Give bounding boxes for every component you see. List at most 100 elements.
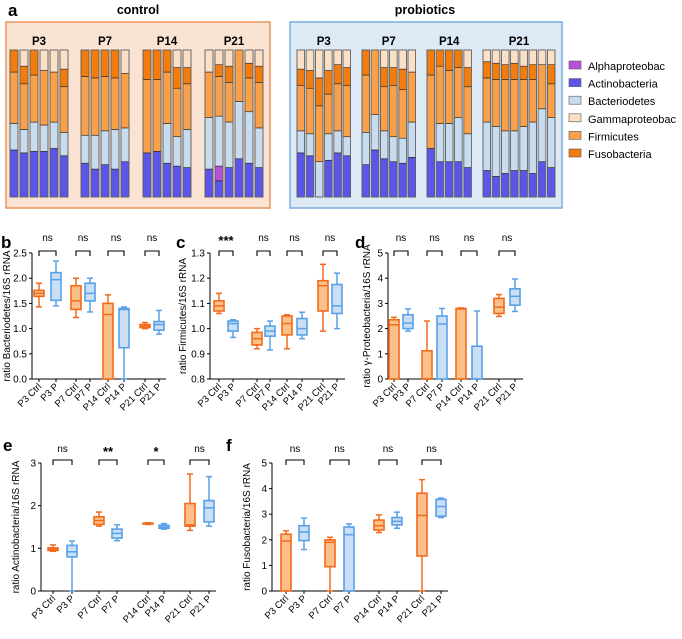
bar-segment-fusobacteria xyxy=(80,49,90,77)
significance-bracket xyxy=(147,459,165,465)
box-p14-p xyxy=(296,311,308,340)
bar-segment-fusobacteria xyxy=(305,70,315,89)
significance-bracket xyxy=(322,250,338,256)
bar-segment-gammaproteobac xyxy=(398,49,407,70)
stacked-bar xyxy=(435,49,445,198)
bar-segment-firmicutes xyxy=(39,70,49,126)
bar-segment-bacteriodetes xyxy=(389,136,398,163)
bar-segment-bacteriodetes xyxy=(100,130,110,165)
bar-segment-firmicutes xyxy=(244,77,254,113)
legend-label: Gammaproteobac xyxy=(588,114,677,126)
box-p21-ctrl xyxy=(493,293,505,318)
significance-bracket xyxy=(421,459,442,465)
bar-segment-actinobacteria xyxy=(296,152,305,198)
bar-segment-actinobacteria xyxy=(510,170,519,198)
panel-letter-d: d xyxy=(355,233,365,252)
bar-segment-gammaproteobac xyxy=(389,49,398,68)
group-label: P21 xyxy=(509,36,530,48)
significance-label: ** xyxy=(103,444,114,459)
bar-segment-gammaproteobac xyxy=(547,49,556,65)
bar-segment-bacteriodetes xyxy=(370,114,380,151)
box-p7-ctrl xyxy=(93,511,105,527)
stacked-bar xyxy=(389,49,398,198)
stacked-bar xyxy=(426,49,435,198)
stacked-bar xyxy=(214,49,224,198)
panel-letter-f: f xyxy=(226,436,232,455)
bar-segment-fusobacteria xyxy=(182,67,192,85)
bar-segment-actinobacteria xyxy=(537,161,547,198)
bar-segment-firmicutes xyxy=(110,77,120,130)
stacked-bar xyxy=(80,49,90,198)
box-iqr xyxy=(184,502,196,527)
bar-segment-bacteriodetes xyxy=(305,133,315,157)
bar-segment-firmicutes xyxy=(80,76,90,136)
bar-segment-bacteriodetes xyxy=(463,133,472,168)
significance-label: *** xyxy=(218,233,234,248)
y-tick-label: 3 xyxy=(30,459,36,470)
significance-bracket xyxy=(144,250,160,256)
box-iqr xyxy=(118,307,130,349)
bar-segment-gammaproteobac xyxy=(501,49,510,65)
significance-bracket xyxy=(378,459,398,465)
significance-label: ns xyxy=(334,444,345,455)
panel-letter-e: e xyxy=(3,436,12,455)
bar-segment-bacteriodetes xyxy=(172,136,182,167)
significance-bracket xyxy=(52,459,73,465)
stacked-bar xyxy=(342,49,351,198)
significance-bracket xyxy=(189,459,210,465)
bar-segment-fusobacteria xyxy=(528,64,537,80)
box-p7-ctrl xyxy=(324,536,336,592)
box-iqr xyxy=(298,524,310,542)
significance-label: * xyxy=(153,444,159,459)
bar-segment-gammaproteobac xyxy=(407,49,416,73)
bar-segment-fusobacteria xyxy=(445,49,454,71)
y-tick-label: 0.8 xyxy=(191,375,205,386)
bar-segment-actinobacteria xyxy=(482,170,491,198)
bar-segment-gammaproteobac xyxy=(482,49,491,63)
box-p3-p xyxy=(66,540,78,592)
significance-bracket xyxy=(38,250,57,256)
bar-segment-actinobacteria xyxy=(90,168,100,198)
bar-segment-gammaproteobac xyxy=(463,49,472,68)
bar-segment-firmicutes xyxy=(254,82,264,129)
y-tick-label: 4 xyxy=(377,274,383,285)
significance-label: ns xyxy=(426,444,437,455)
bar-segment-fusobacteria xyxy=(519,65,528,80)
y-tick-label: 1 xyxy=(261,561,267,572)
bar-segment-firmicutes xyxy=(152,79,162,152)
bar-segment-firmicutes xyxy=(182,83,192,130)
significance-bracket xyxy=(426,250,443,256)
bar-segment-actinobacteria xyxy=(380,158,389,198)
significance-label: ns xyxy=(464,233,475,244)
box-p14-p xyxy=(471,310,483,380)
stacked-bar xyxy=(204,49,214,198)
box-iqr xyxy=(421,349,433,380)
bar-segment-firmicutes xyxy=(100,76,110,132)
box-p3-p xyxy=(227,319,239,339)
bar-segment-bacteriodetes xyxy=(296,130,305,154)
stacked-bar xyxy=(333,49,342,198)
box-p3-p xyxy=(50,260,62,307)
stacked-bar xyxy=(120,49,130,198)
bar-segment-gammaproteobac xyxy=(59,49,69,70)
box-p3-p xyxy=(298,517,310,551)
box-iqr xyxy=(388,318,400,380)
bar-segment-bacteriodetes xyxy=(19,129,29,154)
group-label: P14 xyxy=(439,36,460,48)
y-tick-label: 2.0 xyxy=(13,274,27,285)
stacked-bar xyxy=(407,49,416,198)
bar-segment-fusobacteria xyxy=(389,67,398,86)
bar-segment-fusobacteria xyxy=(244,62,254,79)
box-iqr xyxy=(471,345,483,380)
box-p21-ctrl xyxy=(184,473,196,532)
bar-segment-bacteriodetes xyxy=(407,121,416,158)
significance-bracket xyxy=(329,459,350,465)
bar-segment-fusobacteria xyxy=(510,62,519,80)
significance-bracket xyxy=(256,250,271,256)
bar-segment-firmicutes xyxy=(315,105,324,163)
stacked-bar xyxy=(90,49,100,198)
legend-swatch xyxy=(568,78,582,87)
box-p7-p xyxy=(343,523,355,592)
